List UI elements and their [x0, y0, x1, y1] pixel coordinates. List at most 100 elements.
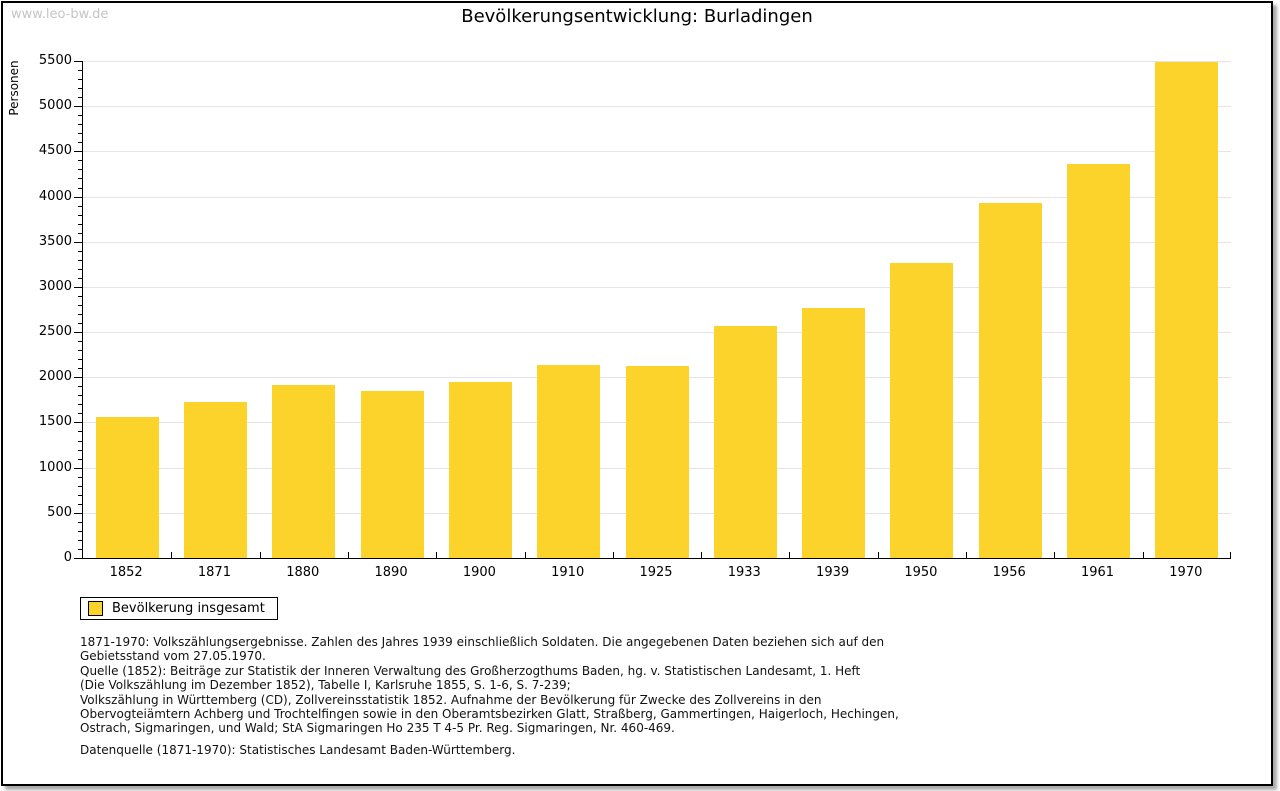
x-label-1956: 1956	[992, 565, 1026, 580]
y-major-tick-3500	[74, 241, 82, 243]
x-label-1880: 1880	[286, 565, 320, 580]
legend-swatch-icon	[88, 601, 103, 616]
y-minor-tick-5200	[78, 88, 82, 90]
y-minor-tick-2600	[78, 323, 82, 325]
y-minor-tick-1800	[78, 395, 82, 397]
y-tick-label-4500: 4500	[38, 143, 72, 159]
y-minor-tick-2300	[78, 350, 82, 352]
bar-1890	[360, 391, 424, 558]
y-minor-tick-1900	[78, 386, 82, 388]
y-tick-label-1000: 1000	[38, 459, 72, 475]
footnote-line-4: (Die Volkszählung im Dezember 1852), Tab…	[80, 678, 571, 693]
footnote-line-7: Ostrach, Sigmaringen, und Wald; StA Sigm…	[80, 721, 675, 736]
gridline-2500	[83, 332, 1231, 334]
x-label-1871: 1871	[197, 565, 231, 580]
gridline-5500	[83, 61, 1231, 62]
y-minor-tick-2400	[78, 341, 82, 343]
y-major-tick-3000	[74, 286, 82, 288]
bar-1933	[713, 326, 777, 558]
y-major-tick-2000	[74, 377, 82, 379]
footnote-line-5: Volkszählung in Württemberg (CD), Zollve…	[80, 692, 822, 707]
gridline-4500	[83, 151, 1231, 153]
y-minor-tick-3800	[78, 214, 82, 216]
y-minor-tick-4300	[78, 169, 82, 171]
x-label-1933: 1933	[727, 565, 761, 580]
x-boundary-tick-11	[1054, 552, 1056, 558]
gridline-3500	[83, 241, 1231, 243]
bar-1970	[1155, 62, 1219, 558]
y-major-tick-2500	[74, 332, 82, 334]
y-minor-tick-2200	[78, 359, 82, 361]
watermark: www.leo-bw.de	[11, 7, 109, 22]
y-minor-tick-3600	[78, 232, 82, 234]
y-major-tick-5000	[74, 106, 82, 108]
x-label-1950: 1950	[904, 565, 938, 580]
y-minor-tick-2900	[78, 295, 82, 297]
y-minor-tick-4600	[78, 142, 82, 144]
y-tick-label-0: 0	[63, 550, 72, 565]
x-boundary-tick-3	[347, 552, 349, 558]
y-major-tick-4500	[74, 151, 82, 153]
x-boundary-tick-1	[171, 552, 173, 558]
y-tick-label-2500: 2500	[38, 324, 72, 340]
footnote-line-2: Gebietsstand vom 27.05.1970.	[80, 649, 266, 664]
x-boundary-tick-5	[524, 552, 526, 558]
footnote-line-6: Obervogteiämtern Achberg und Trochtelfin…	[80, 707, 899, 722]
x-label-1970: 1970	[1169, 565, 1203, 580]
datasource-line: Datenquelle (1871-1970): Statistisches L…	[80, 743, 516, 757]
y-major-tick-0	[74, 558, 82, 559]
x-label-1910: 1910	[551, 565, 585, 580]
y-minor-tick-3200	[78, 268, 82, 270]
gridline-4000	[83, 196, 1231, 198]
chart-title: Bevölkerungsentwicklung: Burladingen	[461, 6, 813, 27]
legend-label: Bevölkerung insgesamt	[112, 601, 265, 616]
y-tick-label-500: 500	[47, 504, 72, 520]
y-tick-label-5000: 5000	[38, 98, 72, 114]
y-minor-tick-3900	[78, 205, 82, 207]
y-minor-tick-3700	[78, 223, 82, 225]
y-minor-tick-2700	[78, 314, 82, 316]
y-minor-tick-400	[78, 521, 82, 523]
y-minor-tick-4100	[78, 187, 82, 189]
y-major-tick-5500	[74, 61, 82, 62]
y-minor-tick-4200	[78, 178, 82, 180]
x-label-1961: 1961	[1080, 565, 1115, 580]
x-label-1939: 1939	[816, 565, 850, 580]
y-minor-tick-2100	[78, 368, 82, 370]
x-label-1925: 1925	[639, 565, 673, 580]
x-boundary-tick-9	[877, 552, 879, 558]
y-minor-tick-2800	[78, 304, 82, 306]
x-boundary-tick-4	[436, 552, 438, 558]
gridline-5000	[83, 106, 1231, 108]
y-minor-tick-1300	[78, 440, 82, 442]
footnote-line-3: Quelle (1852): Beiträge zur Statistik de…	[80, 663, 861, 678]
y-minor-tick-5300	[78, 79, 82, 81]
y-minor-tick-700	[78, 494, 82, 496]
y-major-tick-4000	[74, 196, 82, 198]
bar-1871	[183, 401, 247, 558]
plot-area	[82, 61, 1231, 559]
footnote-line-1: 1871-1970: Volkszählungsergebnisse. Zahl…	[80, 635, 885, 649]
bar-1939	[802, 308, 866, 558]
x-label-1900: 1900	[462, 565, 496, 580]
footnotes: 1871-1970: Volkszählungsergebnisse. Zahl…	[80, 635, 899, 736]
y-tick-label-5500: 5500	[38, 53, 72, 68]
legend: Bevölkerung insgesamt	[80, 597, 278, 620]
y-tick-label-1500: 1500	[38, 414, 72, 430]
y-tick-label-3500: 3500	[38, 233, 72, 249]
y-minor-tick-1100	[78, 458, 82, 460]
y-major-tick-1500	[74, 422, 82, 424]
x-boundary-tick-12	[1142, 552, 1144, 558]
y-minor-tick-300	[78, 530, 82, 532]
y-minor-tick-4700	[78, 133, 82, 135]
y-minor-tick-4900	[78, 115, 82, 117]
y-minor-tick-1400	[78, 431, 82, 433]
y-minor-tick-4400	[78, 160, 82, 162]
y-minor-tick-100	[78, 548, 82, 550]
bar-1950	[890, 262, 954, 558]
y-tick-label-3000: 3000	[38, 278, 72, 294]
gridline-3000	[83, 286, 1231, 288]
bar-1956	[978, 203, 1042, 558]
y-minor-tick-3300	[78, 259, 82, 261]
